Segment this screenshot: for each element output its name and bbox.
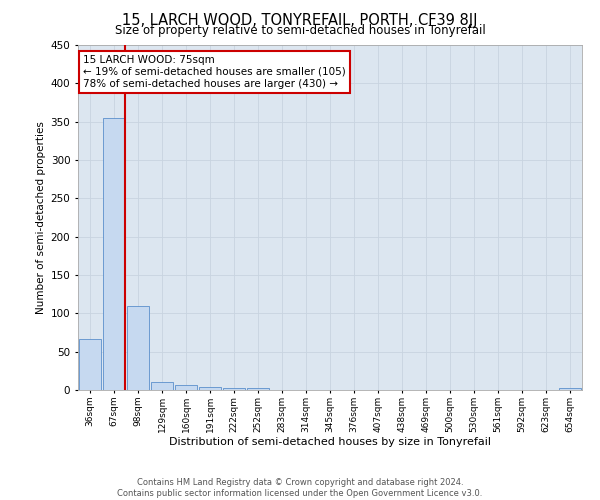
X-axis label: Distribution of semi-detached houses by size in Tonyrefail: Distribution of semi-detached houses by … bbox=[169, 438, 491, 448]
Text: Contains HM Land Registry data © Crown copyright and database right 2024.
Contai: Contains HM Land Registry data © Crown c… bbox=[118, 478, 482, 498]
Bar bbox=[223, 388, 245, 390]
Bar bbox=[247, 388, 269, 390]
Text: Size of property relative to semi-detached houses in Tonyrefail: Size of property relative to semi-detach… bbox=[115, 24, 485, 37]
Bar bbox=[559, 388, 581, 390]
Bar bbox=[79, 338, 101, 390]
Bar bbox=[175, 386, 197, 390]
Text: 15, LARCH WOOD, TONYREFAIL, PORTH, CF39 8JJ: 15, LARCH WOOD, TONYREFAIL, PORTH, CF39 … bbox=[122, 12, 478, 28]
Bar bbox=[199, 387, 221, 390]
Text: 15 LARCH WOOD: 75sqm
← 19% of semi-detached houses are smaller (105)
78% of semi: 15 LARCH WOOD: 75sqm ← 19% of semi-detac… bbox=[83, 56, 346, 88]
Bar bbox=[151, 382, 173, 390]
Bar bbox=[103, 118, 125, 390]
Y-axis label: Number of semi-detached properties: Number of semi-detached properties bbox=[37, 121, 46, 314]
Bar bbox=[127, 306, 149, 390]
